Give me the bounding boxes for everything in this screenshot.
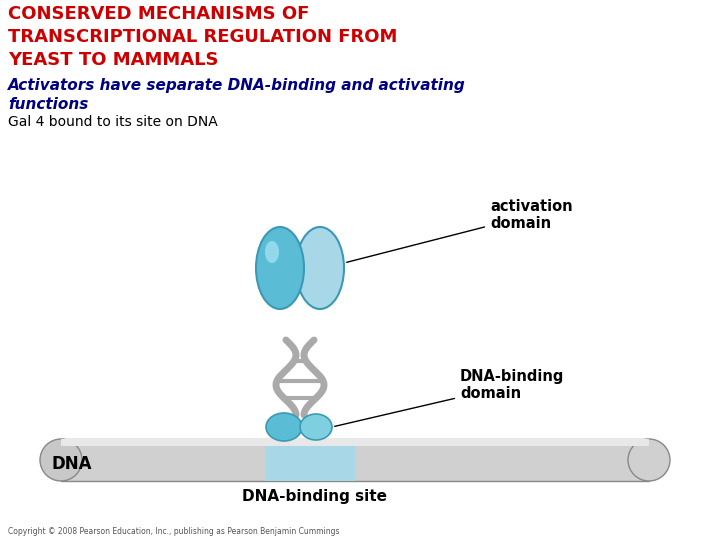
Text: DNA-binding site: DNA-binding site [243,489,387,504]
Text: DNA-binding
domain: DNA-binding domain [335,369,564,427]
Ellipse shape [265,241,279,263]
Text: CONSERVED MECHANISMS OF: CONSERVED MECHANISMS OF [8,5,310,23]
Ellipse shape [628,439,670,481]
Text: YEAST TO MAMMALS: YEAST TO MAMMALS [8,51,218,69]
Ellipse shape [40,439,82,481]
FancyBboxPatch shape [265,439,355,481]
Text: Copyright © 2008 Pearson Education, Inc., publishing as Pearson Benjamin Cumming: Copyright © 2008 Pearson Education, Inc.… [8,527,340,536]
Text: DNA: DNA [52,455,92,473]
Text: TRANSCRIPTIONAL REGULATION FROM: TRANSCRIPTIONAL REGULATION FROM [8,28,397,46]
Text: Gal 4 bound to its site on DNA: Gal 4 bound to its site on DNA [8,115,217,129]
Text: activation
domain: activation domain [347,199,572,262]
FancyBboxPatch shape [61,439,649,481]
Ellipse shape [266,413,302,441]
Ellipse shape [300,414,332,440]
Ellipse shape [256,227,304,309]
Text: Activators have separate DNA-binding and activating
functions: Activators have separate DNA-binding and… [8,78,466,112]
Ellipse shape [296,227,344,309]
FancyBboxPatch shape [61,439,649,446]
